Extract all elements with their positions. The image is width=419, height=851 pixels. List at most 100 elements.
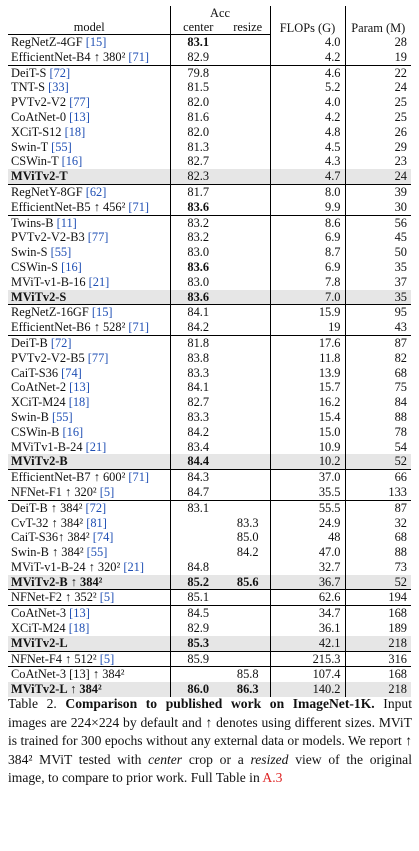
flops-cell: 47.0 (269, 545, 346, 560)
citation-link[interactable]: [16] (62, 424, 84, 439)
table-row: MViTv2-L 85.3 42.1 218 (8, 635, 411, 652)
resize-acc-cell (226, 650, 270, 667)
citation-link[interactable]: [77] (69, 95, 90, 110)
table-row: MViTv2-B 84.4 10.2 52 (8, 454, 411, 470)
param-cell: 30 (394, 199, 407, 214)
citation-link[interactable]: [5] (99, 590, 115, 605)
model-cell: CvT-32 ↑ 384² [81] (8, 515, 171, 531)
center-acc-cell: 82.7 (187, 395, 210, 410)
center-acc-cell: 81.7 (170, 183, 226, 200)
flops-cell: 15.7 (269, 380, 346, 396)
citation-link[interactable]: [55] (50, 245, 72, 260)
citation-link[interactable]: [77] (87, 230, 109, 245)
table-row: XCiT-M24 [18] 82.9 36.1 189 (8, 621, 411, 636)
citation-link[interactable]: [77] (87, 350, 109, 365)
citation-link[interactable]: [18] (64, 124, 86, 139)
citation-link[interactable]: [74] (61, 365, 82, 380)
param-cell: 50 (394, 245, 407, 260)
table-row: NFNet-F1 ↑ 320² [5] 84.7 35.5 133 (8, 484, 411, 501)
flops-cell: 36.7 (269, 574, 346, 590)
model-cell: EfficientNet-B7 ↑ 600² [71] (8, 469, 171, 485)
center-acc-cell: 81.6 (187, 109, 210, 124)
resize-acc-cell (226, 183, 270, 200)
citation-link[interactable]: [13] (69, 380, 90, 395)
param-cell: 26 (394, 124, 407, 139)
model-name: MViTv1-B-24 (11, 439, 83, 454)
citation-link[interactable]: [13] (69, 109, 90, 124)
citation-link[interactable]: [62] (85, 184, 107, 199)
caption-appendix-link[interactable]: A.3 (262, 770, 283, 786)
flops-cell: 10.9 (269, 439, 346, 455)
param-cell: 56 (345, 214, 411, 231)
citation-link[interactable]: [18] (68, 395, 90, 410)
center-acc-cell (170, 530, 226, 545)
model-name: CaiT-S36↑ 384² (11, 530, 90, 545)
citation-link[interactable]: [18] (68, 621, 90, 636)
center-acc-cell: 83.6 (187, 199, 210, 214)
flops-cell: 62.6 (269, 589, 346, 606)
citation-link[interactable]: [21] (123, 559, 144, 574)
citation-link[interactable]: [5] (99, 651, 115, 666)
table-row: NFNet-F2 ↑ 352² [5] 85.1 62.6 194 (8, 589, 411, 606)
caption-body-1: Input images are 224×224 by default and … (8, 696, 412, 767)
flops-cell: 4.3 (269, 154, 346, 170)
table-row: CoAtNet-3 [13] ↑ 384² 85.8 107.4 168 (8, 666, 411, 683)
resize-acc-cell (226, 35, 270, 50)
flops-cell: 4.7 (269, 169, 346, 185)
citation-link[interactable]: [21] (85, 439, 107, 454)
caption-body-2: crop or a (188, 751, 244, 767)
model-cell: MViTv2-S (8, 289, 171, 305)
citation-link[interactable]: [74] (92, 530, 114, 545)
center-acc-cell: 82.3 (170, 169, 226, 185)
center-acc-cell: 84.1 (170, 304, 226, 321)
citation-link[interactable]: [72] (50, 335, 72, 350)
citation-link[interactable]: [71] (128, 320, 150, 335)
resize-acc-cell (226, 245, 270, 260)
flops-cell: 13.9 (269, 365, 346, 381)
citation-link[interactable]: [72] (49, 65, 71, 80)
model-name: MViTv2-B ↑ 384² (11, 574, 103, 589)
table-row: RegNetZ-16GF [15] 84.1 15.9 95 (8, 304, 411, 321)
citation-link[interactable]: [81] (86, 515, 107, 530)
citation-link[interactable]: [33] (48, 80, 69, 95)
citation-link[interactable]: [5] (99, 484, 115, 499)
citation-link[interactable]: [55] (86, 545, 108, 560)
model-name: EfficientNet-B7 ↑ 600² (11, 470, 126, 485)
table-row: PVTv2-V2-B3 [77] 83.2 6.9 45 (8, 230, 411, 246)
flops-cell: 48 (269, 530, 346, 546)
header-flops: FLOPs (G) (269, 6, 346, 35)
center-acc-cell: 84.3 (170, 469, 226, 485)
citation-link[interactable]: [71] (128, 470, 150, 485)
citation-link[interactable]: [15] (91, 305, 113, 320)
resize-acc-cell (226, 485, 270, 500)
citation-link[interactable]: [55] (51, 409, 73, 424)
citation-link[interactable]: [15] (85, 35, 107, 49)
citation-link[interactable]: [11] (56, 215, 77, 230)
citation-link[interactable]: [13] (69, 606, 90, 621)
flops-cell: 55.5 (269, 499, 346, 516)
flops-cell: 11.8 (269, 350, 346, 366)
citation-link[interactable]: [72] (85, 500, 107, 515)
citation-link[interactable]: [16] (61, 259, 82, 274)
citation-link[interactable]: [71] (128, 49, 150, 64)
model-name: PVTv2-V2 (11, 95, 67, 110)
table-row: CaiT-S36↑ 384² [74] 85.0 48 68 (8, 530, 411, 546)
model-cell: CaiT-S36↑ 384² [74] (8, 530, 171, 546)
flops-cell: 7.0 (269, 289, 346, 305)
param-cell: 52 (345, 454, 411, 470)
model-name: Swin-T (11, 139, 48, 154)
table-row: Twins-B [11] 83.2 8.6 56 (8, 214, 411, 231)
flops-cell: 35.5 (269, 484, 346, 501)
citation-link[interactable]: [71] (128, 199, 150, 214)
table-row: MViTv2-L ↑ 384² 86.0 86.3 140.2 218 (8, 682, 411, 698)
param-cell: 87 (345, 334, 411, 351)
model-name: DeiT-S (11, 65, 47, 80)
citation-link[interactable]: [55] (51, 139, 72, 154)
table-row: MViT-v1-B-24 ↑ 320² [21] 84.8 32.7 73 (8, 559, 411, 575)
table-body: RegNetZ-4GF [15] 83.1 4.0 28 EfficientNet-B4… (8, 34, 411, 698)
center-acc-cell: 82.9 (187, 49, 210, 64)
flops-cell: 8.0 (269, 183, 346, 200)
citation-link[interactable]: [21] (88, 274, 110, 289)
citation-link[interactable]: [16] (61, 154, 83, 169)
